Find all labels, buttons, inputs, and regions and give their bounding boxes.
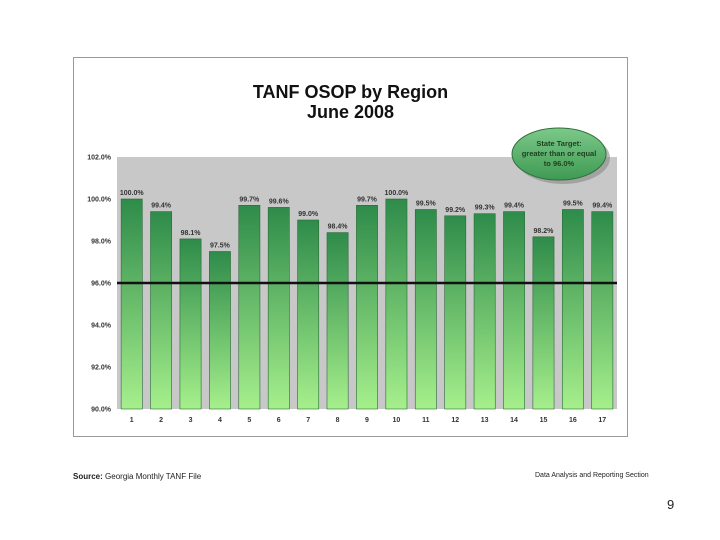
data-label: 99.6% (269, 198, 290, 205)
x-tick-label: 9 (365, 417, 369, 424)
page-number: 9 (667, 497, 675, 512)
target-label-line-1: State Target: (536, 139, 581, 148)
x-tick-label: 14 (510, 417, 518, 424)
y-tick-label: 102.0% (87, 155, 112, 162)
data-label: 99.7% (357, 196, 378, 203)
data-label: 99.7% (239, 196, 260, 203)
x-tick-label: 12 (451, 417, 459, 424)
x-tick-label: 2 (159, 417, 163, 424)
source-text: Georgia Monthly TANF File (105, 472, 202, 481)
x-tick-label: 15 (540, 417, 548, 424)
x-tick-label: 4 (218, 417, 222, 424)
bar-region-5 (238, 205, 261, 410)
x-tick-label: 6 (277, 417, 281, 424)
y-tick-label: 94.0% (91, 323, 112, 330)
bar-region-7 (297, 219, 320, 410)
y-tick-label: 100.0% (87, 197, 112, 204)
data-label: 99.5% (563, 201, 584, 208)
bar-region-3 (179, 238, 202, 410)
data-label: 99.5% (416, 201, 437, 208)
bar-region-2 (150, 211, 173, 410)
y-tick-label: 90.0% (91, 407, 112, 414)
bar-region-15 (532, 236, 555, 410)
data-label: 98.4% (328, 224, 349, 231)
x-tick-label: 13 (481, 417, 489, 424)
bar-region-13 (473, 213, 496, 410)
source-label: Source: (73, 472, 103, 481)
x-tick-label: 11 (422, 417, 430, 424)
data-label: 97.5% (210, 243, 231, 250)
y-tick-label: 96.0% (91, 281, 112, 288)
x-tick-label: 8 (336, 417, 340, 424)
y-tick-label: 92.0% (91, 365, 112, 372)
bar-region-11 (414, 209, 437, 410)
bar-region-1 (120, 198, 143, 410)
target-label-line-3: to 96.0% (544, 159, 575, 168)
chart-title: TANF OSOP by Region (252, 82, 449, 102)
bar-region-16 (561, 209, 584, 410)
bar-region-9 (356, 205, 378, 410)
chart-subtitle: June 2008 (306, 102, 395, 122)
data-label: 98.2% (534, 228, 555, 235)
x-tick-label: 16 (569, 417, 577, 424)
data-label: 98.1% (181, 230, 202, 237)
data-label: 99.4% (151, 203, 172, 210)
x-tick-label: 17 (598, 417, 606, 424)
bar-region-4 (209, 251, 231, 410)
x-tick-label: 1 (130, 417, 134, 424)
data-label: 99.4% (592, 203, 613, 210)
data-label: 99.0% (298, 211, 319, 218)
bar-region-10 (385, 198, 408, 410)
section-note: Data Analysis and Reporting Section (535, 472, 649, 479)
y-tick-label: 98.0% (91, 239, 112, 246)
bar-region-14 (503, 211, 525, 410)
data-label: 99.2% (445, 207, 466, 214)
source-note: Source: Georgia Monthly TANF File (73, 472, 201, 481)
data-label: 100.0% (120, 190, 145, 197)
x-tick-label: 5 (247, 417, 251, 424)
target-badge: State Target: greater than or equal to 9… (511, 127, 610, 184)
data-label: 99.4% (504, 203, 525, 210)
bar-region-12 (444, 215, 467, 410)
x-tick-label: 3 (189, 417, 193, 424)
chart-title-block: TANF OSOP by Region June 2008 (74, 82, 627, 122)
bar-region-17 (591, 211, 614, 410)
bar-region-8 (326, 232, 349, 410)
data-label: 100.0% (385, 190, 410, 197)
data-label: 99.3% (475, 205, 496, 212)
target-label-line-2: greater than or equal (522, 149, 597, 158)
x-tick-label: 10 (393, 417, 401, 424)
bar-region-6 (267, 207, 290, 410)
x-tick-label: 7 (306, 417, 310, 424)
